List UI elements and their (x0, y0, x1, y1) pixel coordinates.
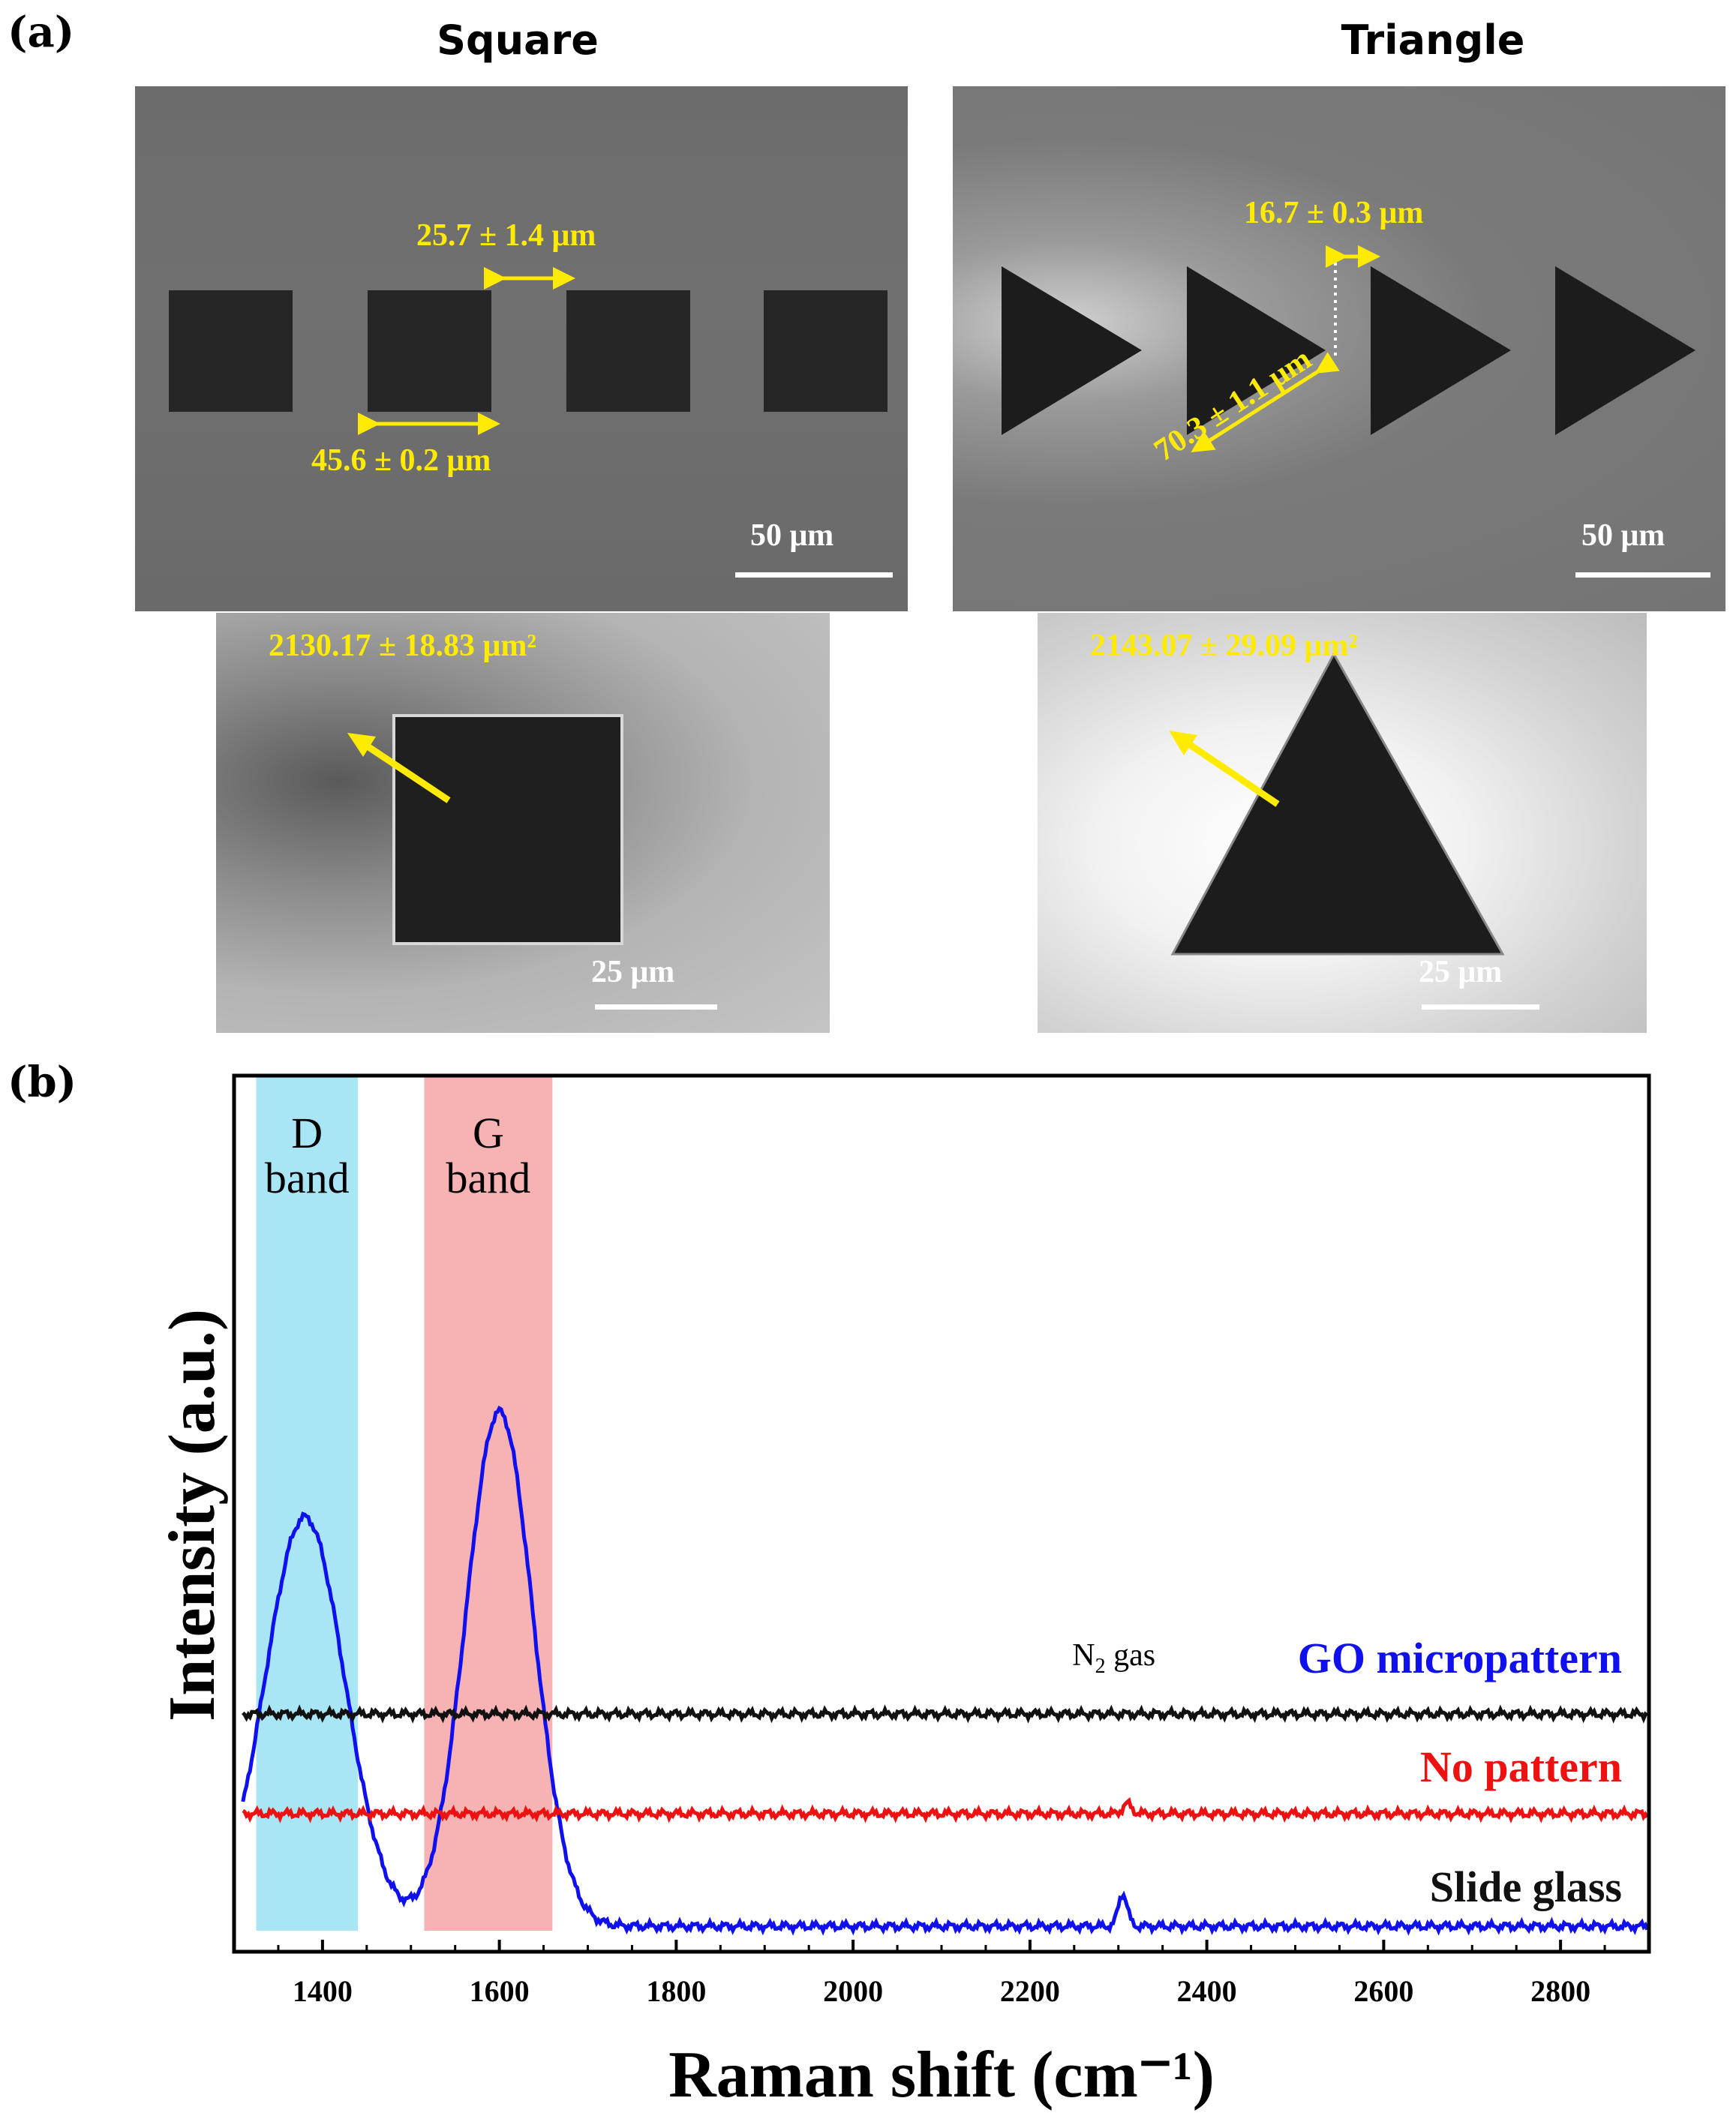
band-label-0: D (291, 1109, 323, 1157)
triangle-sem-overview: 16.7 ± 0.3 μm 70.3 ± 1.1 μm 50 μm (953, 86, 1725, 611)
triangle-pattern-3 (1371, 266, 1511, 435)
x-tick-label-6: 2600 (1353, 1974, 1413, 2008)
triangle-zoom-content (1169, 651, 1539, 1010)
triangle-pattern-1 (1002, 266, 1142, 435)
spectra-series (241, 1405, 1649, 1936)
x-axis-label: Raman shift (cm⁻¹) (668, 2039, 1215, 2111)
triangle-patterns (1002, 245, 1710, 578)
band-sublabel-0: band (265, 1154, 350, 1202)
x-tick-label-1: 1600 (470, 1974, 530, 2008)
legend-label-2: Slide glass (1430, 1862, 1622, 1911)
n2-gas-annotation: N2 gas (1072, 1638, 1155, 1678)
triangle-column-title: Triangle (1341, 17, 1525, 64)
x-axis-ticks: 1400 1600 1800 2000 2200 2400 2600 2800 (233, 1940, 1650, 2008)
square-pattern-2 (368, 290, 491, 412)
square-column-title: Square (437, 17, 599, 64)
y-axis-label: Intensity (a.u.) (156, 1309, 229, 1721)
x-tick-label-5: 2400 (1177, 1974, 1237, 2008)
square-dimension-arrows (358, 267, 893, 578)
square-zoom-pattern (392, 714, 623, 945)
square-pattern-1 (169, 290, 293, 412)
band-0 (256, 1077, 359, 1931)
square-gap-label: 25.7 ± 1.4 μm (416, 218, 596, 253)
square-area-label: 2130.17 ± 18.83 μm² (269, 629, 536, 663)
triangle-area-label: 2143.07 ± 29.09 μm² (1090, 629, 1358, 663)
triangle-pattern-4 (1555, 266, 1695, 435)
triangle-zoom-scale-label: 25 μm (1419, 955, 1503, 989)
x-tick-label-4: 2200 (1000, 1974, 1060, 2008)
series-2 (241, 1704, 1649, 1724)
series-1 (242, 1796, 1649, 1823)
band-sublabel-1: band (446, 1154, 531, 1202)
x-tick-label-3: 2000 (823, 1974, 883, 2008)
square-sem-overview: 25.7 ± 1.4 μm 45.6 ± 0.2 μm 50 μm (135, 86, 908, 611)
legend-label-1: No pattern (1420, 1742, 1622, 1791)
square-scale-label: 50 μm (750, 518, 834, 553)
chart-labels: Raman shift (cm⁻¹) Intensity (a.u.) GO mic… (156, 1309, 1622, 2111)
legend-label-0: GO micropattern (1298, 1634, 1622, 1682)
square-zoom-arrow (347, 733, 717, 1010)
panel-a-label: (a) (8, 8, 75, 57)
square-side-label: 45.6 ± 0.2 μm (311, 443, 491, 478)
square-zoom-scale-label: 25 μm (591, 955, 675, 989)
triangle-gap-label: 16.7 ± 0.3 μm (1244, 196, 1424, 230)
triangle-scale-label: 50 μm (1581, 518, 1665, 553)
square-optical-zoom: 2130.17 ± 18.83 μm² 25 μm (216, 613, 830, 1033)
triangle-optical-zoom: 2143.07 ± 29.09 μm² 25 μm (1038, 613, 1647, 1033)
x-tick-label-7: 2800 (1530, 1974, 1590, 2008)
square-pattern-3 (566, 290, 690, 412)
band-label-1: G (473, 1109, 504, 1157)
panel-b-label: (b) (8, 1058, 77, 1107)
square-pattern-4 (764, 290, 888, 412)
x-tick-label-2: 1800 (646, 1974, 706, 2008)
series-0 (241, 1405, 1649, 1936)
x-tick-label-0: 1400 (293, 1974, 353, 2008)
